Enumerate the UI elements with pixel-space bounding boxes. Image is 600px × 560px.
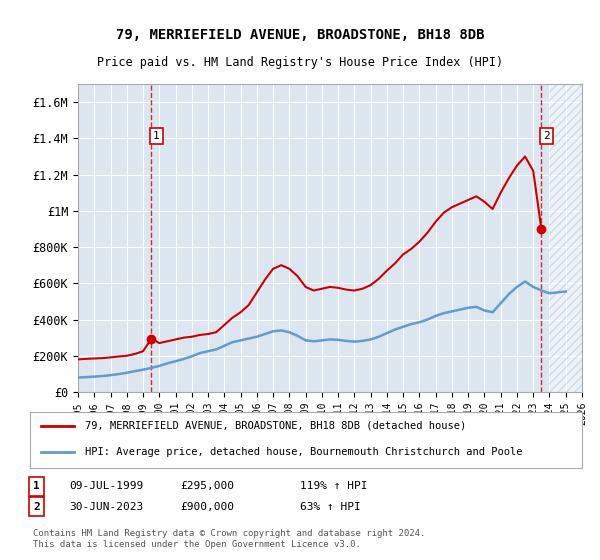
Text: Contains HM Land Registry data © Crown copyright and database right 2024.
This d: Contains HM Land Registry data © Crown c… [33, 529, 425, 549]
Text: £295,000: £295,000 [180, 481, 234, 491]
Text: 1: 1 [33, 481, 40, 491]
Text: 63% ↑ HPI: 63% ↑ HPI [300, 502, 361, 512]
Text: £900,000: £900,000 [180, 502, 234, 512]
Text: HPI: Average price, detached house, Bournemouth Christchurch and Poole: HPI: Average price, detached house, Bour… [85, 447, 523, 457]
Text: 2: 2 [543, 131, 550, 141]
Text: 79, MERRIEFIELD AVENUE, BROADSTONE, BH18 8DB: 79, MERRIEFIELD AVENUE, BROADSTONE, BH18… [116, 28, 484, 42]
Text: 2: 2 [33, 502, 40, 512]
Text: 30-JUN-2023: 30-JUN-2023 [69, 502, 143, 512]
Text: Price paid vs. HM Land Registry's House Price Index (HPI): Price paid vs. HM Land Registry's House … [97, 56, 503, 69]
Text: 1: 1 [153, 131, 160, 141]
Text: 79, MERRIEFIELD AVENUE, BROADSTONE, BH18 8DB (detached house): 79, MERRIEFIELD AVENUE, BROADSTONE, BH18… [85, 421, 466, 431]
Text: 09-JUL-1999: 09-JUL-1999 [69, 481, 143, 491]
Text: 119% ↑ HPI: 119% ↑ HPI [300, 481, 367, 491]
